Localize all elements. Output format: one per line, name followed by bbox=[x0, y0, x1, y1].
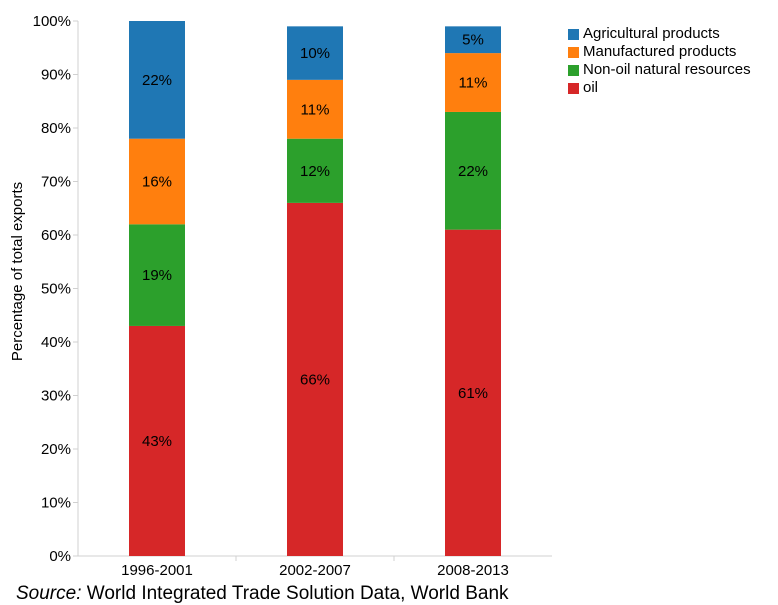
chart-legend: Agricultural products Manufactured produc… bbox=[568, 25, 778, 97]
y-tick-label: 40% bbox=[41, 334, 71, 351]
source-note: Source: World Integrated Trade Solution … bbox=[16, 583, 509, 605]
data-label: 11% bbox=[459, 75, 488, 92]
legend-item: Non-oil natural resources bbox=[568, 61, 778, 79]
bar-segment bbox=[445, 229, 501, 556]
bar-segment bbox=[445, 53, 501, 112]
legend-swatch bbox=[568, 64, 579, 76]
legend-label: Non-oil natural resources bbox=[583, 61, 751, 78]
y-tick-label: 20% bbox=[41, 441, 71, 458]
y-axis-label: Percentage of total exports bbox=[9, 182, 26, 361]
data-label: 66% bbox=[300, 371, 330, 388]
legend-item: Manufactured products bbox=[568, 43, 778, 61]
data-label: 5% bbox=[462, 32, 484, 49]
y-tick-label: 100% bbox=[33, 13, 71, 30]
x-tick-label: 2008-2013 bbox=[437, 562, 509, 579]
source-prefix: Source: bbox=[16, 583, 82, 604]
legend-label: Agricultural products bbox=[583, 25, 720, 42]
bar-segment bbox=[445, 111, 501, 230]
data-label: 10% bbox=[300, 45, 330, 62]
legend-label: oil bbox=[583, 79, 599, 96]
y-tick-label: 70% bbox=[41, 174, 71, 191]
data-label: 19% bbox=[142, 267, 172, 284]
bar-segment bbox=[129, 138, 185, 225]
data-label: 11% bbox=[301, 101, 330, 118]
legend-item: oil bbox=[568, 79, 778, 97]
bar-segment bbox=[129, 21, 185, 139]
bar-segment bbox=[287, 79, 343, 139]
y-tick-label: 0% bbox=[49, 548, 71, 565]
source-text: World Integrated Trade Solution Data, Wo… bbox=[81, 583, 509, 604]
data-label: 16% bbox=[142, 174, 172, 191]
data-label: 61% bbox=[458, 385, 488, 402]
y-tick-label: 90% bbox=[41, 67, 71, 84]
y-tick-label: 60% bbox=[41, 227, 71, 244]
legend-swatch bbox=[568, 46, 579, 58]
x-tick-label: 1996-2001 bbox=[121, 562, 193, 579]
y-tick-label: 50% bbox=[41, 281, 71, 298]
y-tick-label: 80% bbox=[41, 120, 71, 137]
bar-segment bbox=[287, 202, 343, 556]
bar-segment bbox=[129, 325, 185, 556]
data-label: 12% bbox=[300, 163, 330, 180]
legend-item: Agricultural products bbox=[568, 25, 778, 43]
data-label: 22% bbox=[142, 72, 172, 89]
y-tick-label: 30% bbox=[41, 388, 71, 405]
bar-segment bbox=[287, 26, 343, 80]
legend-label: Manufactured products bbox=[583, 43, 737, 60]
legend-swatch bbox=[568, 28, 579, 40]
bar-segment bbox=[129, 224, 185, 326]
bar-segment bbox=[287, 138, 343, 203]
legend-swatch bbox=[568, 82, 579, 94]
data-label: 43% bbox=[142, 433, 172, 450]
x-tick-label: 2002-2007 bbox=[279, 562, 351, 579]
data-label: 22% bbox=[458, 163, 488, 180]
bar-segment bbox=[445, 26, 501, 54]
y-tick-label: 10% bbox=[41, 495, 71, 512]
